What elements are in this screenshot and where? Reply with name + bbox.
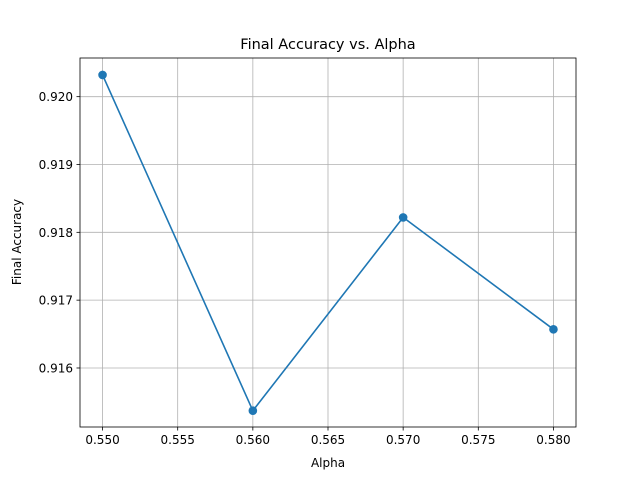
- y-tick-label: 0.917: [39, 294, 73, 308]
- y-axis-ticks: 0.916 0.917 0.918 0.919 0.920: [39, 90, 80, 375]
- data-point: [98, 70, 107, 80]
- data-point: [549, 325, 558, 334]
- grid: [80, 58, 576, 427]
- series-line: [101, 74, 554, 412]
- x-tick-label: 0.565: [311, 433, 345, 447]
- x-tick-label: 0.575: [461, 433, 495, 447]
- chart-title: Final Accuracy vs. Alpha: [240, 37, 415, 53]
- x-tick-label: 0.555: [161, 433, 195, 447]
- x-axis-label: Alpha: [311, 456, 345, 470]
- data-point: [248, 406, 258, 416]
- data-point: [398, 213, 408, 222]
- x-tick-label: 0.550: [85, 433, 119, 447]
- y-tick-label: 0.918: [39, 226, 73, 240]
- x-tick-label: 0.570: [386, 433, 420, 447]
- y-axis-label: Final Accuracy: [10, 199, 24, 285]
- y-tick-label: 0.920: [39, 90, 73, 104]
- x-tick-label: 0.560: [236, 433, 270, 447]
- x-tick-label: 0.580: [536, 433, 570, 447]
- series-layer: [98, 70, 558, 416]
- y-tick-label: 0.916: [39, 361, 73, 375]
- x-axis-ticks: 0.550 0.555 0.560 0.565 0.570 0.575 0.580: [85, 427, 571, 447]
- y-tick-label: 0.919: [39, 158, 73, 172]
